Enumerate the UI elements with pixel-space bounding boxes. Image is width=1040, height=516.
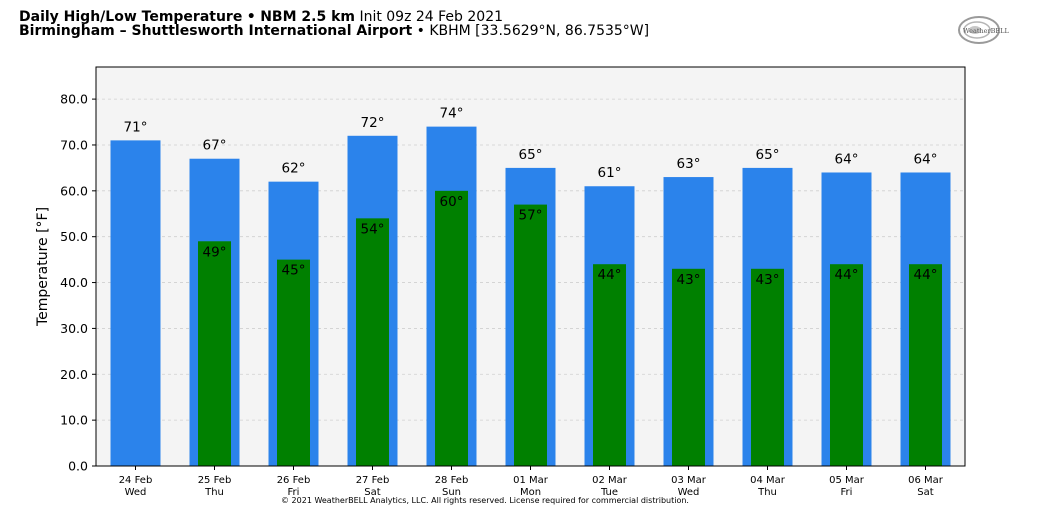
x-tick-label-date: 26 Feb: [277, 475, 311, 486]
y-tick-label: 80.0: [60, 92, 88, 107]
low-temp-label: 43°: [677, 272, 701, 288]
high-temp-label: 71°: [124, 119, 148, 135]
y-tick-label: 60.0: [60, 183, 88, 198]
low-temp-bar: [277, 259, 310, 466]
title-main: Daily High/Low Temperature: [19, 9, 243, 25]
y-tick-label: 70.0: [60, 137, 88, 152]
high-temp-label: 67°: [203, 138, 227, 154]
low-temp-label: 57°: [519, 208, 543, 224]
x-tick-label-day: Sun: [442, 487, 461, 498]
station-info: KBHM [33.5629°N, 86.7535°W]: [429, 23, 650, 39]
x-tick-label-date: 04 Mar: [750, 475, 786, 486]
x-tick-label-date: 01 Mar: [513, 475, 549, 486]
chart-title: Daily High/Low Temperature • NBM 2.5 km …: [19, 9, 503, 25]
subtitle-separator: •: [416, 23, 425, 39]
x-tick-label-date: 28 Feb: [435, 475, 469, 486]
high-temp-label: 62°: [282, 161, 306, 177]
title-separator: •: [246, 9, 256, 25]
x-tick-label-day: Fri: [288, 487, 300, 498]
low-temp-label: 45°: [282, 263, 306, 279]
low-temp-bar: [751, 268, 784, 466]
high-temp-label: 61°: [598, 165, 622, 181]
low-temp-bar: [356, 218, 389, 466]
low-temp-label: 44°: [914, 267, 938, 283]
x-tick-label-day: Sat: [917, 487, 933, 498]
high-temp-label: 63°: [677, 156, 701, 172]
y-axis-label: Temperature [°F]: [35, 207, 51, 327]
high-temp-label: 65°: [519, 147, 543, 163]
x-tick-label-day: Fri: [841, 487, 853, 498]
plot-frame: [95, 66, 966, 467]
low-temp-bar: [198, 241, 231, 466]
x-tick-label-date: 25 Feb: [198, 475, 232, 486]
y-tick-label: 50.0: [60, 229, 88, 244]
low-temp-bar: [830, 264, 863, 466]
x-tick-label-date: 06 Mar: [908, 475, 944, 486]
low-temp-label: 60°: [440, 194, 464, 210]
title-model: NBM 2.5 km: [260, 9, 355, 25]
low-temp-label: 49°: [203, 244, 227, 260]
low-temp-bar: [514, 204, 547, 466]
low-temp-bar: [593, 264, 626, 466]
x-tick-label-day: Thu: [757, 487, 777, 498]
copyright-notice: © 2021 WeatherBELL Analytics, LLC. All r…: [281, 496, 689, 505]
low-temp-bar: [435, 190, 468, 467]
weatherbell-logo: WeatherBELL: [958, 16, 1009, 44]
high-temp-label: 64°: [914, 151, 938, 167]
x-tick-label-date: 24 Feb: [119, 475, 153, 486]
x-tick-label-day: Thu: [204, 487, 224, 498]
low-temp-bar: [672, 268, 705, 466]
logo-text: WeatherBELL: [963, 27, 1009, 35]
x-tick-label-date: 03 Mar: [671, 475, 707, 486]
init-time: Init 09z 24 Feb 2021: [359, 9, 504, 25]
high-temp-label: 74°: [440, 106, 464, 122]
y-tick-label: 0.0: [68, 459, 88, 474]
y-tick-label: 30.0: [60, 321, 88, 336]
x-tick-label-date: 05 Mar: [829, 475, 865, 486]
x-tick-label-day: Sat: [364, 487, 380, 498]
high-temp-label: 65°: [756, 147, 780, 163]
low-temp-label: 54°: [361, 221, 385, 237]
high-temp-label: 72°: [361, 115, 385, 131]
low-temp-bar: [909, 264, 942, 466]
chart-subtitle: Birmingham – Shuttlesworth International…: [19, 23, 649, 39]
x-tick-label-day: Tue: [600, 487, 618, 498]
low-temp-label: 44°: [598, 267, 622, 283]
location-name: Birmingham – Shuttlesworth International…: [19, 23, 413, 39]
low-temp-label: 43°: [756, 272, 780, 288]
high-temp-bar: [110, 140, 161, 466]
y-tick-label: 10.0: [60, 413, 88, 428]
x-tick-label-day: Mon: [520, 487, 541, 498]
x-tick-label-date: 02 Mar: [592, 475, 628, 486]
low-temp-label: 44°: [835, 267, 859, 283]
x-tick-label-day: Wed: [125, 487, 147, 498]
high-temp-label: 64°: [835, 151, 859, 167]
x-tick-label-day: Wed: [678, 487, 700, 498]
y-tick-label: 40.0: [60, 275, 88, 290]
x-tick-label-date: 27 Feb: [356, 475, 390, 486]
y-tick-label: 20.0: [60, 367, 88, 382]
